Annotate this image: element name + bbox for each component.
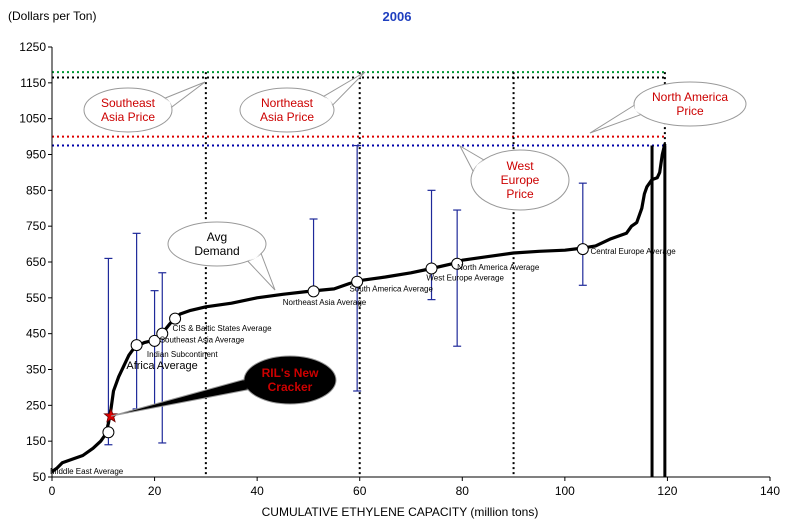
- average-marker: [307, 285, 320, 298]
- y-tick-label: 650: [26, 255, 46, 269]
- callout-text: Price: [506, 187, 534, 201]
- average-label: North America Average: [457, 263, 540, 272]
- x-tick-label: 40: [250, 484, 264, 498]
- y-axis-unit-label: (Dollars per Ton): [8, 9, 96, 23]
- average-marker: [156, 327, 169, 340]
- callout-text: North America: [652, 90, 728, 104]
- average-label: Southeast Asia Average: [160, 336, 245, 345]
- average-marker: [451, 257, 464, 270]
- axes: 50 150 250 350 450 550 650 750 850 950 1050 1150 125…: [19, 40, 780, 498]
- average-label: Northeast Asia Average: [283, 298, 367, 307]
- callout-bubble: [83, 87, 173, 133]
- callout-text: Price: [676, 104, 704, 118]
- y-tick-label: 550: [26, 291, 46, 305]
- callout-text: Southeast: [101, 96, 156, 110]
- rils-cracker-star-icon: [103, 407, 119, 423]
- callout-text: Europe: [501, 173, 540, 187]
- average-label: South America Average: [349, 285, 433, 294]
- callout-text: Northeast: [261, 96, 314, 110]
- x-axis-label: CUMULATIVE ETHYLENE CAPACITY (million to…: [262, 505, 539, 519]
- callout-text: RIL's New: [262, 366, 320, 380]
- y-tick-label: 950: [26, 148, 46, 162]
- x-tick-label: 140: [760, 484, 780, 498]
- callout-text: Asia Price: [260, 110, 314, 124]
- average-label: Central Europe Average: [591, 247, 677, 256]
- callout-bubble: [633, 81, 747, 127]
- cost-curve-line: [51, 143, 667, 473]
- x-tick-label: 120: [657, 484, 677, 498]
- callout-text: West: [506, 159, 534, 173]
- callout-pointer: [589, 104, 642, 134]
- y-tick-label: 1050: [19, 112, 46, 126]
- y-tick-label: 350: [26, 363, 46, 377]
- callout-bubble: [167, 221, 267, 267]
- average-marker: [148, 334, 161, 347]
- y-tick-label: 150: [26, 434, 46, 448]
- average-label: Indian Subcontinent: [147, 350, 219, 359]
- y-tick-label: 50: [33, 470, 47, 484]
- average-labels: Middle East Average Africa AverageIndian …: [50, 247, 676, 476]
- x-tick-label: 100: [555, 484, 575, 498]
- average-marker: [351, 275, 364, 288]
- x-tick-label: 20: [148, 484, 162, 498]
- callout-bubble: [470, 149, 570, 211]
- average-markers: [102, 243, 589, 439]
- average-marker: [130, 339, 143, 352]
- average-marker: [425, 262, 438, 275]
- average-label: CIS & Baltic States Average: [173, 324, 273, 333]
- callout-text: Demand: [194, 244, 239, 258]
- average-label: Africa Average: [126, 360, 197, 372]
- y-tick-label: 1250: [19, 40, 46, 54]
- average-marker: [102, 426, 115, 439]
- callout-text: Avg: [207, 230, 227, 244]
- callout-pointer: [164, 81, 206, 108]
- y-tick-label: 850: [26, 183, 46, 197]
- x-tick-label: 80: [456, 484, 470, 498]
- callout-text: Cracker: [268, 380, 313, 394]
- x-tick-label: 60: [353, 484, 367, 498]
- x-tick-label: 0: [49, 484, 56, 498]
- y-tick-label: 1150: [20, 76, 46, 90]
- callout-bubble: [239, 87, 335, 133]
- average-marker: [576, 243, 589, 256]
- average-label: Middle East Average: [50, 467, 124, 476]
- y-tick-label: 750: [26, 219, 46, 233]
- callout-pointer: [110, 378, 249, 417]
- callout-text: Asia Price: [101, 110, 155, 124]
- cost-curve: [51, 143, 667, 477]
- y-tick-label: 250: [26, 398, 46, 412]
- average-marker: [169, 312, 182, 325]
- chart-title: 2006: [383, 9, 412, 24]
- y-tick-label: 450: [26, 327, 46, 341]
- average-label: West Europe Average: [426, 274, 504, 283]
